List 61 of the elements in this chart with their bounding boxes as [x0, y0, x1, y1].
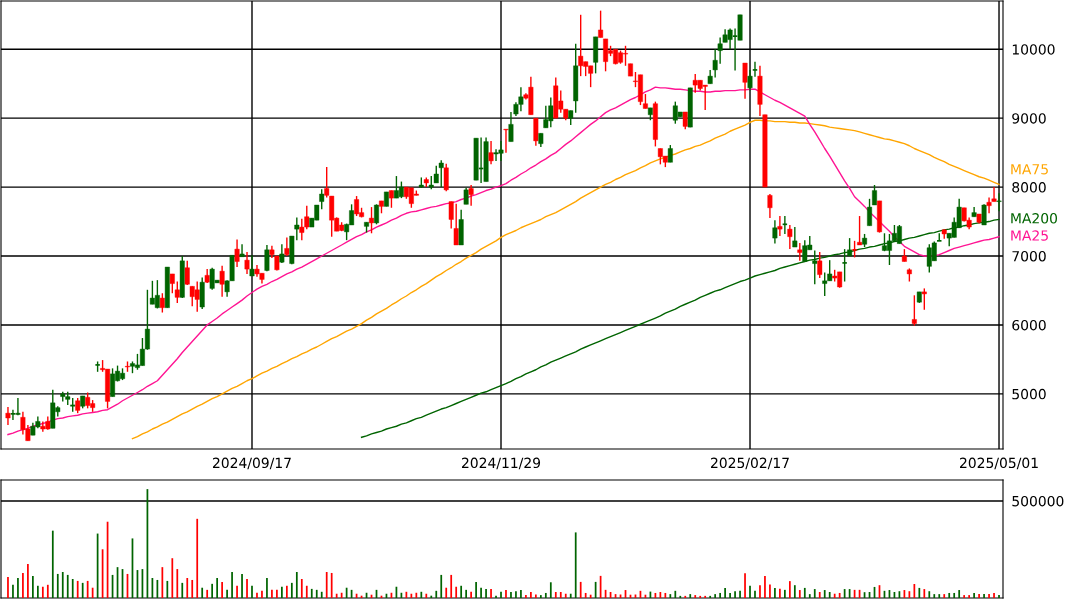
candlestick [841, 248, 848, 283]
candlestick [812, 249, 818, 285]
y-tick-label: 10000 [1012, 44, 1055, 55]
x-tick-label: 2024/09/17 [212, 457, 291, 470]
candlestick [857, 215, 863, 246]
candlestick [154, 279, 160, 310]
candlestick [817, 251, 823, 279]
x-tick-label: 2024/11/29 [462, 457, 541, 470]
y-tick-label: 8000 [1012, 182, 1046, 193]
y-tick-label: 500000 [1012, 495, 1064, 507]
series-label: MA200 [1011, 213, 1058, 224]
candlestick [5, 406, 11, 426]
candlestick [219, 264, 225, 298]
candlestick [911, 294, 917, 327]
candlestick [279, 243, 285, 264]
candlestick [249, 254, 255, 277]
candlestick [867, 198, 872, 227]
series-label: MA25 [1011, 230, 1048, 241]
x-tick-label: 2025/02/17 [711, 457, 789, 470]
series-label: MA75 [1011, 164, 1048, 175]
candlestick [921, 287, 927, 311]
candlestick [438, 159, 444, 188]
candlestick [598, 9, 604, 39]
candlestick [15, 397, 21, 416]
candlestick [996, 192, 1002, 212]
candlestick [603, 38, 609, 72]
candlestick [159, 292, 165, 314]
candlestick [239, 243, 245, 258]
candlestick [443, 162, 449, 192]
candlestick [797, 242, 803, 262]
candlestick [777, 215, 783, 237]
y-tick-label: 9000 [1012, 113, 1046, 124]
candlestick [284, 236, 290, 257]
candlestick [468, 184, 474, 207]
candlestick [110, 367, 116, 398]
candlestick [488, 140, 494, 166]
candlestick [244, 251, 250, 275]
candlestick [448, 200, 454, 230]
candlestick [672, 100, 678, 125]
candlestick [533, 117, 539, 147]
candlestick [354, 195, 360, 217]
candlestick [872, 184, 877, 206]
y-tick-label: 6000 [1012, 319, 1046, 331]
candlestick [772, 219, 778, 245]
y-tick-label: 7000 [1012, 250, 1046, 262]
candlestick [792, 226, 798, 248]
line-series [131, 119, 1000, 440]
candlestick [787, 224, 793, 250]
candlestick [393, 175, 399, 199]
candlestick [896, 224, 902, 245]
candlestick [234, 238, 240, 268]
y-tick-label: 5000 [1012, 388, 1046, 400]
candlestick [174, 280, 180, 304]
candlestick [503, 128, 509, 154]
candlestick [767, 193, 773, 219]
candlestick [264, 244, 270, 272]
candlestick [9, 409, 17, 421]
candlestick [169, 273, 175, 294]
candlestick [369, 206, 374, 234]
candlestick [742, 62, 748, 100]
x-tick-label: 2025/05/01 [960, 457, 1038, 470]
